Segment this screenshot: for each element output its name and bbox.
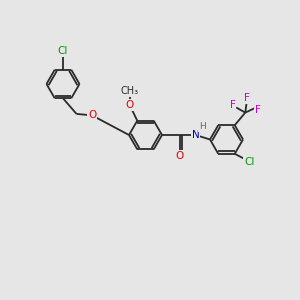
Text: H: H xyxy=(199,122,206,131)
Text: F: F xyxy=(255,105,261,115)
Text: O: O xyxy=(126,100,134,110)
Text: F: F xyxy=(244,93,250,103)
Text: O: O xyxy=(176,151,184,161)
Text: Cl: Cl xyxy=(58,46,68,56)
Text: F: F xyxy=(230,100,236,110)
Text: O: O xyxy=(88,110,96,120)
Text: N: N xyxy=(192,130,200,140)
Text: Cl: Cl xyxy=(244,157,254,167)
Text: CH₃: CH₃ xyxy=(121,86,139,96)
